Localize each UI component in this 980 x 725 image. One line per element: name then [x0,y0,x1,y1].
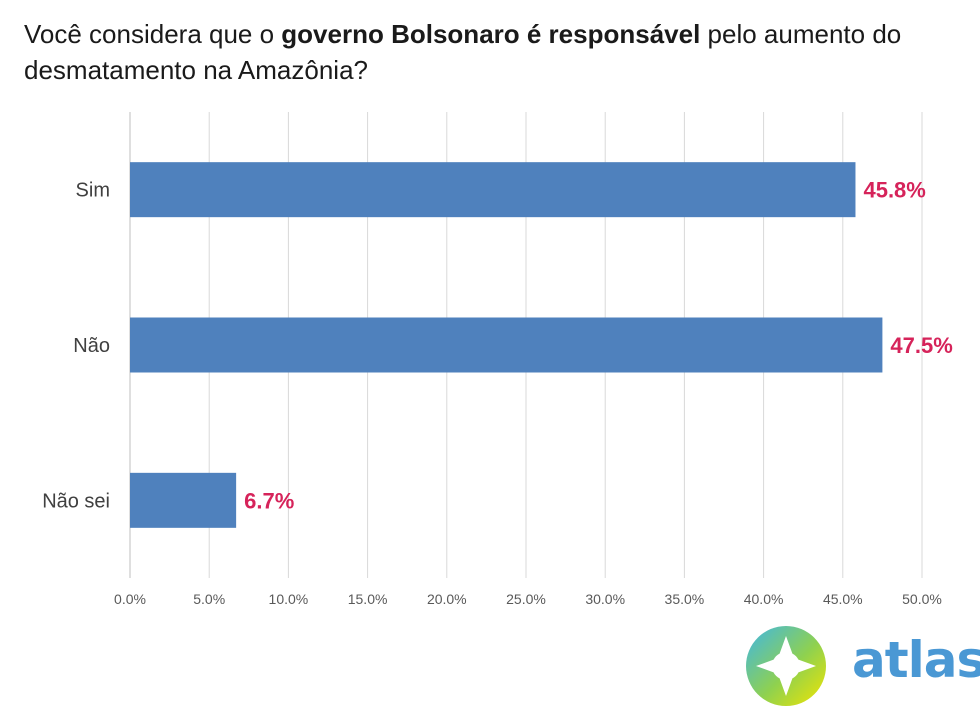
category-label: Não [73,335,110,357]
data-label: 6.7% [244,488,294,513]
bar [130,472,237,528]
category-label: Não sei [42,490,110,512]
x-tick-label: 50.0% [902,591,942,607]
x-tick-label: 5.0% [193,591,225,607]
x-tick-label: 35.0% [665,591,705,607]
data-label: 47.5% [890,333,952,358]
atlas-logo [746,626,826,706]
chart-title: Você considera que o governo Bolsonaro é… [24,16,954,88]
bar [130,162,856,218]
x-tick-label: 40.0% [744,591,784,607]
title-text-end: pelo aumento do desmatamento na Amazônia… [24,19,902,85]
x-tick-label: 10.0% [269,591,309,607]
x-tick-label: 20.0% [427,591,467,607]
x-tick-label: 30.0% [585,591,625,607]
x-tick-label: 25.0% [506,591,546,607]
bar [130,317,883,373]
logo-wordmark: atlas [852,631,980,689]
x-tick-label: 45.0% [823,591,863,607]
title-text-bold: governo Bolsonaro é responsável [281,19,701,49]
title-text-start: Você considera que o [24,19,282,49]
x-tick-label: 0.0% [114,591,146,607]
compass-icon [746,626,826,706]
x-tick-label: 15.0% [348,591,388,607]
bar-chart: 0.0% 5.0% 10.0% 15.0% 20.0% 25.0% 30.0% 35.0% 40… [42,112,953,607]
data-label: 45.8% [863,178,925,203]
category-label: Sim [76,180,110,202]
